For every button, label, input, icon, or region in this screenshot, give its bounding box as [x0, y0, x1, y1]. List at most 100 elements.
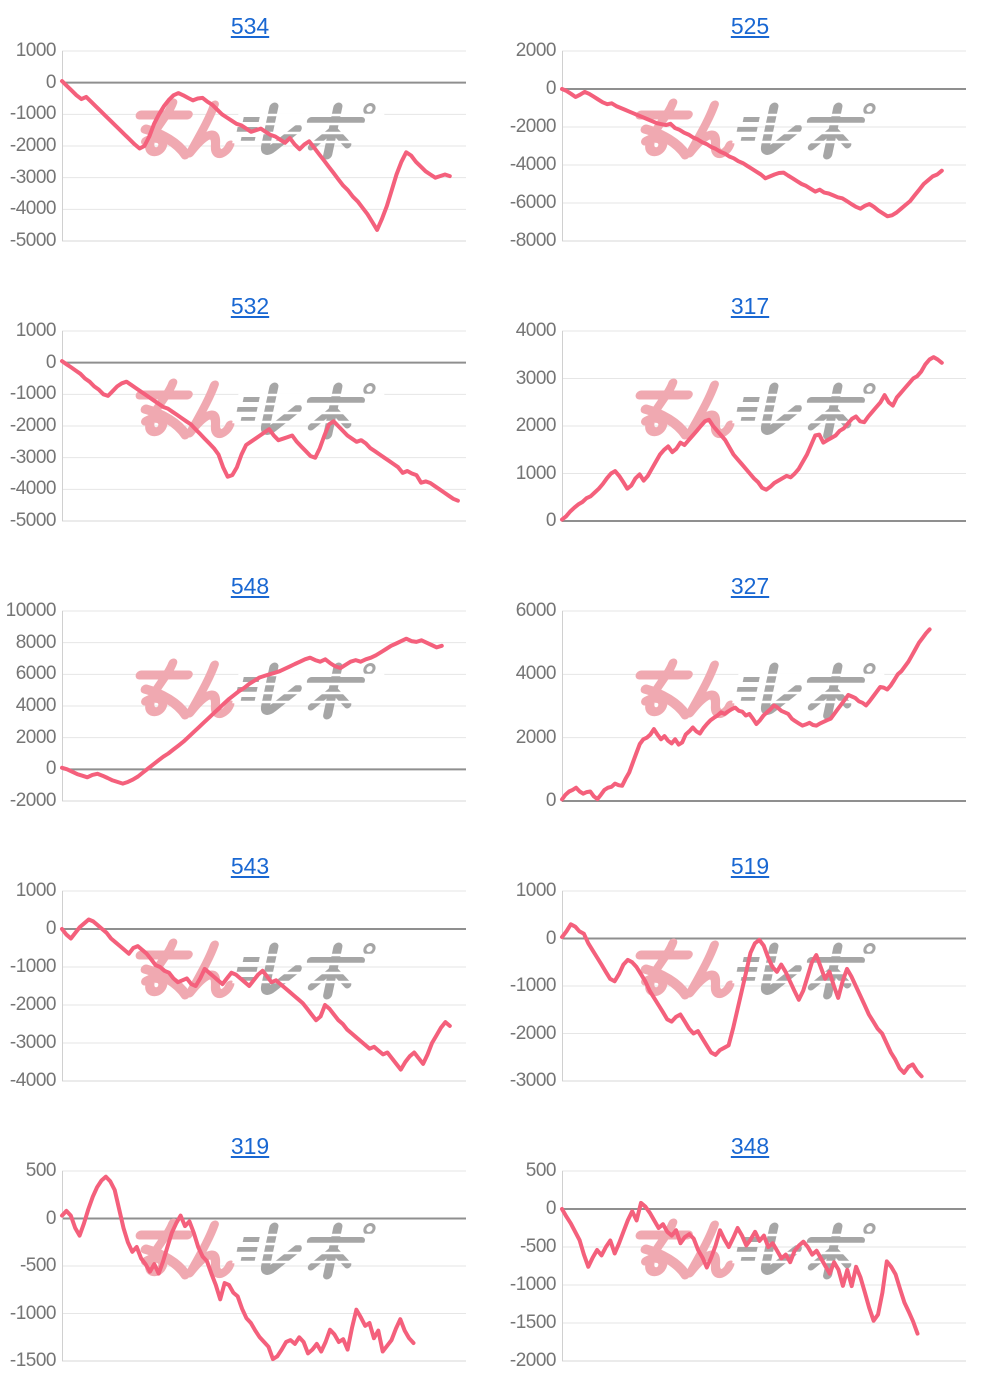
line-chart — [560, 610, 966, 802]
y-tick-label: -5000 — [9, 510, 57, 531]
watermark-minrepo-logo — [635, 378, 885, 440]
chart-panel: 534 1000 0 -1000 -2000 -3000 -4000 -5000 — [0, 0, 500, 280]
y-tick-label: -1000 — [9, 383, 57, 405]
chart-title-link[interactable]: 543 — [230, 853, 270, 879]
chart-panel: 532 1000 0 -1000 -2000 -3000 -4000 -5000 — [0, 280, 500, 560]
y-axis-labels: 2000 0 -2000 -4000 -6000 -8000 — [500, 40, 562, 251]
line-chart — [60, 890, 466, 1082]
y-tick-label: 0 — [545, 927, 557, 949]
y-tick-label: 4000 — [515, 663, 557, 685]
chart-title: 543 — [0, 852, 500, 880]
chart-title-link[interactable]: 525 — [730, 13, 770, 39]
y-tick-label: 500 — [25, 1160, 57, 1181]
y-tick-label: 3000 — [515, 367, 557, 389]
y-tick-label: 0 — [45, 1207, 57, 1229]
watermark-minrepo-logo — [135, 1218, 385, 1280]
y-tick-label: -1000 — [509, 975, 557, 996]
chart-title: 548 — [0, 572, 500, 600]
y-tick-label: 1000 — [15, 40, 57, 61]
y-axis-labels: 4000 3000 2000 1000 0 — [500, 320, 562, 531]
plot-row: 1000 0 -1000 -2000 -3000 -4000 -5000 — [0, 40, 500, 251]
y-tick-label: -3000 — [9, 446, 57, 468]
y-tick-label: -3000 — [9, 1032, 57, 1053]
plot-row: 6000 4000 2000 0 — [500, 600, 1000, 811]
data-series-line — [60, 79, 452, 232]
y-tick-label: -500 — [19, 1255, 57, 1276]
y-tick-label: -1500 — [9, 1350, 57, 1371]
y-tick-label: -2000 — [9, 415, 57, 436]
line-chart — [60, 1170, 466, 1362]
y-tick-label: -1000 — [9, 956, 57, 977]
watermark-minrepo-logo — [135, 98, 385, 160]
chart-title-link[interactable]: 534 — [230, 13, 270, 39]
y-tick-label: 0 — [545, 510, 557, 531]
watermark-minrepo-logo — [135, 938, 385, 1000]
line-chart — [60, 610, 466, 802]
y-tick-label: 2000 — [515, 40, 557, 61]
chart-title-link[interactable]: 532 — [230, 293, 270, 319]
chart-title: 532 — [0, 292, 500, 320]
y-axis-labels: 500 0 -500 -1000 -1500 — [0, 1160, 62, 1371]
chart-panel: 348 500 0 -500 -1000 -1500 -2000 — [500, 1120, 1000, 1379]
y-tick-label: -1000 — [9, 1302, 57, 1324]
watermark-minrepo-logo — [135, 658, 385, 720]
plot-row: 1000 0 -1000 -2000 -3000 -4000 — [0, 880, 500, 1091]
plot-row: 500 0 -500 -1000 -1500 -2000 — [500, 1160, 1000, 1371]
y-tick-label: 0 — [45, 758, 57, 780]
chart-panel: 317 4000 3000 2000 1000 0 — [500, 280, 1000, 560]
y-tick-label: -4000 — [9, 478, 57, 500]
data-series-line — [560, 1200, 920, 1336]
y-axis-labels: 1000 0 -1000 -2000 -3000 -4000 -5000 — [0, 320, 62, 531]
y-tick-label: 6000 — [15, 663, 57, 685]
y-tick-label: 1000 — [515, 462, 557, 484]
y-axis-labels: 500 0 -500 -1000 -1500 -2000 — [500, 1160, 562, 1371]
chart-title: 348 — [500, 1132, 1000, 1160]
y-tick-label: 0 — [45, 351, 57, 373]
y-tick-label: 2000 — [15, 726, 57, 748]
y-tick-label: -5000 — [9, 230, 57, 251]
data-series-line — [560, 87, 944, 219]
y-tick-label: -500 — [519, 1236, 557, 1257]
plot-row: 4000 3000 2000 1000 0 — [500, 320, 1000, 531]
y-tick-label: -8000 — [509, 230, 557, 251]
chart-title-link[interactable]: 319 — [230, 1133, 270, 1159]
chart-panel: 525 2000 0 -2000 -4000 -6000 -8000 — [500, 0, 1000, 280]
y-tick-label: -1000 — [509, 1274, 557, 1295]
y-tick-label: -4000 — [509, 154, 557, 175]
y-tick-label: -2000 — [509, 1022, 557, 1044]
chart-title: 525 — [500, 12, 1000, 40]
chart-title-link[interactable]: 348 — [730, 1133, 770, 1159]
y-tick-label: 1000 — [515, 880, 557, 901]
chart-title: 327 — [500, 572, 1000, 600]
plot-row: 1000 0 -1000 -2000 -3000 — [500, 880, 1000, 1091]
y-axis-labels: 6000 4000 2000 0 — [500, 600, 562, 811]
y-tick-label: -1000 — [9, 103, 57, 125]
chart-title-link[interactable]: 548 — [230, 573, 270, 599]
chart-title-link[interactable]: 317 — [730, 293, 770, 319]
watermark-minrepo-logo — [635, 658, 885, 720]
line-chart — [60, 330, 466, 522]
y-tick-label: -3000 — [9, 166, 57, 188]
y-tick-label: 0 — [545, 790, 557, 811]
line-chart — [560, 330, 966, 522]
y-tick-label: 6000 — [515, 600, 557, 621]
data-series-line — [60, 359, 460, 503]
plot-row: 2000 0 -2000 -4000 -6000 -8000 — [500, 40, 1000, 251]
y-tick-label: 0 — [545, 1198, 557, 1219]
plot-row: 10000 8000 6000 4000 2000 0 -2000 — [0, 600, 500, 811]
chart-title-link[interactable]: 519 — [730, 853, 770, 879]
y-tick-label: 2000 — [515, 415, 557, 436]
y-tick-label: 0 — [45, 918, 57, 939]
watermark-minrepo-logo — [635, 1218, 885, 1280]
chart-panel: 319 500 0 -500 -1000 -1500 — [0, 1120, 500, 1379]
y-tick-label: 500 — [525, 1160, 557, 1181]
y-tick-label: 4000 — [515, 320, 557, 341]
chart-panel: 543 1000 0 -1000 -2000 -3000 -4000 — [0, 840, 500, 1120]
chart-panel: 548 10000 8000 6000 4000 2000 0 -2000 — [0, 560, 500, 840]
data-series-line — [560, 922, 924, 1079]
y-tick-label: -6000 — [509, 192, 557, 213]
chart-title-link[interactable]: 327 — [730, 573, 770, 599]
y-tick-label: 8000 — [15, 631, 57, 653]
line-chart — [60, 50, 466, 242]
